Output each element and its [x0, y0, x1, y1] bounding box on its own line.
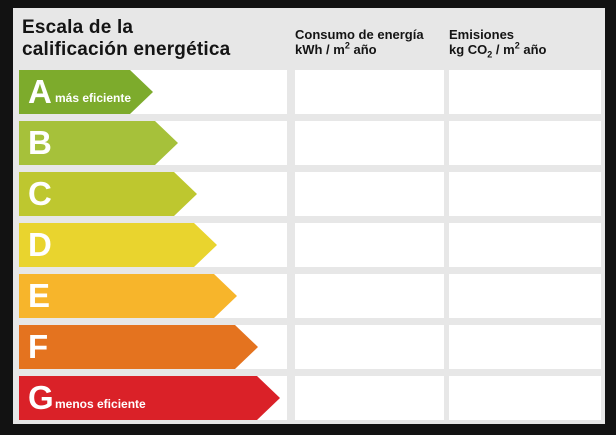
- column-header-consumo: Consumo de energía kWh / m2 año: [295, 27, 424, 57]
- page-title: Escala de la calificación energética: [22, 17, 230, 61]
- emisiones-value-cell: [449, 376, 601, 420]
- rating-row: E: [19, 274, 601, 318]
- consumo-header-title: Consumo de energía: [295, 27, 424, 42]
- emisiones-value-cell: [449, 325, 601, 369]
- energy-scale-panel: Escala de la calificación energética Con…: [13, 8, 605, 424]
- consumo-value-cell: [295, 172, 444, 216]
- rating-scale-cell: G menos eficiente: [19, 376, 287, 420]
- rating-arrow: C: [19, 172, 197, 216]
- consumo-value-cell: [295, 70, 444, 114]
- consumo-value-cell: [295, 274, 444, 318]
- rating-scale-cell: D: [19, 223, 287, 267]
- emisiones-value-cell: [449, 274, 601, 318]
- rating-letter: B: [28, 124, 52, 161]
- emisiones-value-cell: [449, 172, 601, 216]
- consumo-header-unit: kWh / m2 año: [295, 40, 377, 57]
- rating-letter: E: [28, 277, 51, 314]
- emisiones-header-unit: kg CO2 / m2 año: [449, 40, 547, 60]
- rating-scale-cell: A más eficiente: [19, 70, 287, 114]
- emisiones-header-title: Emisiones: [449, 27, 515, 42]
- rating-arrow: G menos eficiente: [19, 376, 280, 420]
- column-header-emisiones: Emisiones kg CO2 / m2 año: [449, 27, 547, 60]
- rating-scale-cell: E: [19, 274, 287, 318]
- page-title-line1: Escala de la: [22, 17, 134, 38]
- rating-arrow: E: [19, 274, 237, 318]
- rating-row: A más eficiente: [19, 70, 601, 114]
- consumo-value-cell: [295, 223, 444, 267]
- rating-letter: C: [28, 175, 52, 212]
- consumo-value-cell: [295, 121, 444, 165]
- rating-row: D: [19, 223, 601, 267]
- rating-arrow: B: [19, 121, 178, 165]
- rating-scale-cell: C: [19, 172, 287, 216]
- rating-letter: G: [28, 379, 54, 416]
- rating-arrow: F: [19, 325, 258, 369]
- rating-letter: F: [28, 328, 49, 365]
- consumo-value-cell: [295, 325, 444, 369]
- emisiones-value-cell: [449, 121, 601, 165]
- emisiones-value-cell: [449, 70, 601, 114]
- efficiency-label: más eficiente: [55, 91, 132, 105]
- rating-arrow: D: [19, 223, 217, 267]
- rating-arrow: A más eficiente: [19, 70, 153, 114]
- rating-row: B: [19, 121, 601, 165]
- rating-scale-cell: B: [19, 121, 287, 165]
- emisiones-value-cell: [449, 223, 601, 267]
- rating-row: C: [19, 172, 601, 216]
- rating-row: G menos eficiente: [19, 376, 601, 420]
- ratings-rows: A más eficiente B C D: [19, 70, 601, 420]
- rating-letter: A: [28, 73, 52, 110]
- efficiency-label: menos eficiente: [55, 397, 146, 411]
- rating-scale-cell: F: [19, 325, 287, 369]
- rating-letter: D: [28, 226, 52, 263]
- consumo-value-cell: [295, 376, 444, 420]
- rating-row: F: [19, 325, 601, 369]
- page-title-line2: calificación energética: [22, 39, 231, 60]
